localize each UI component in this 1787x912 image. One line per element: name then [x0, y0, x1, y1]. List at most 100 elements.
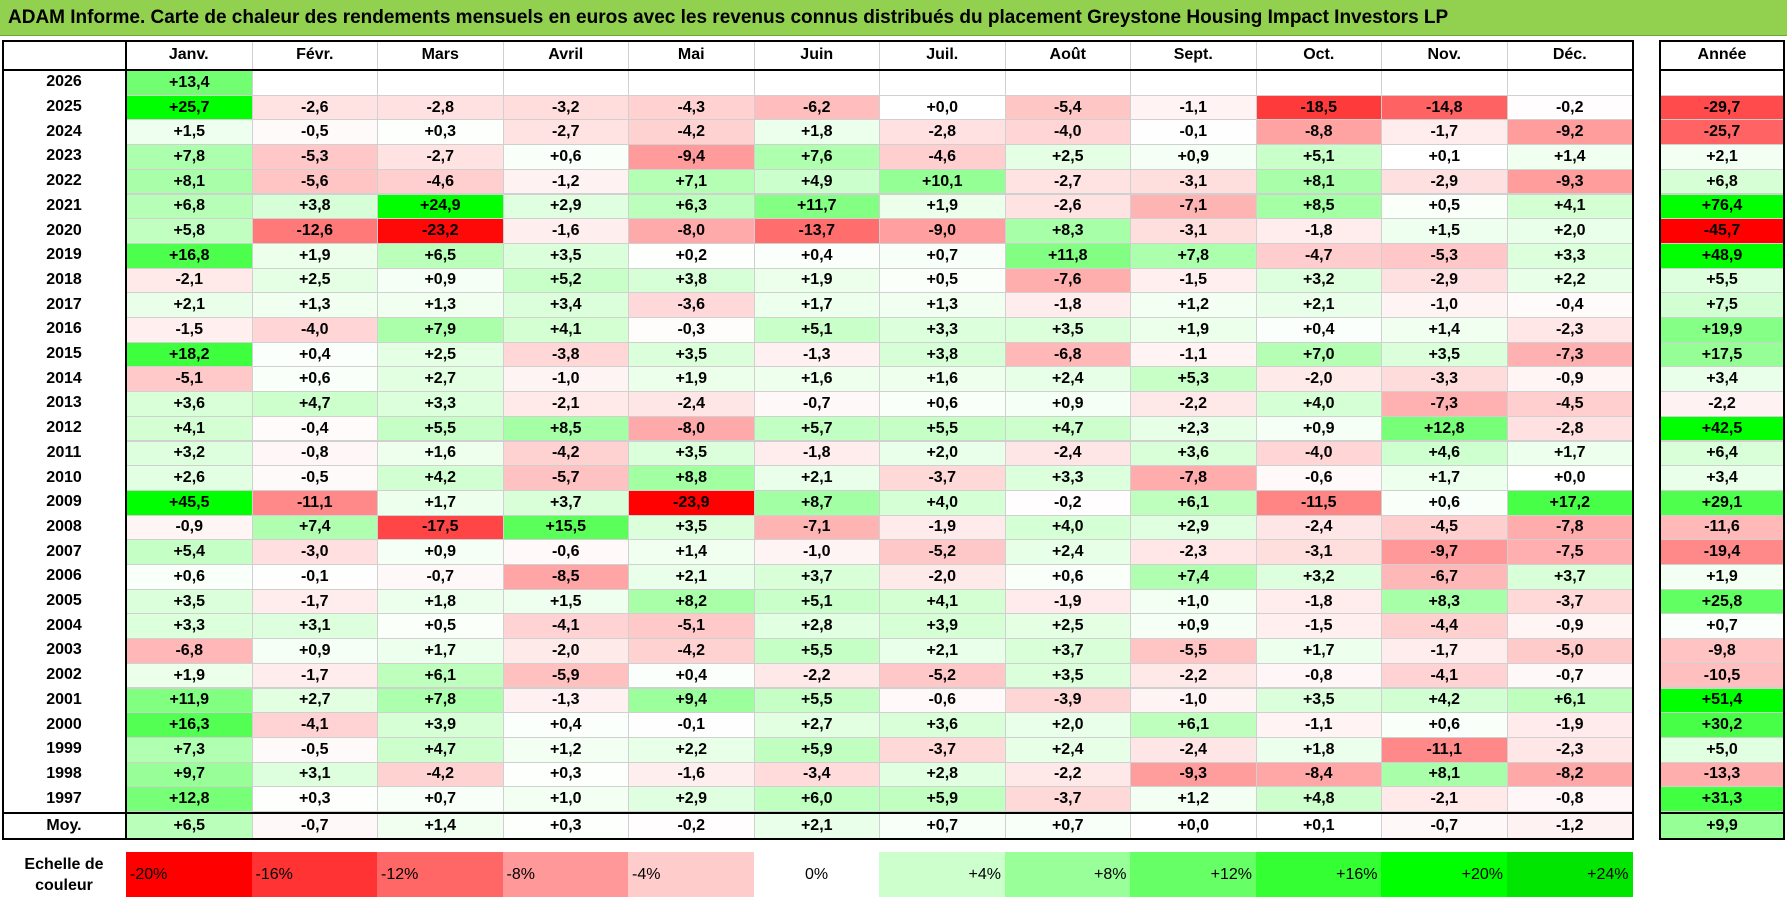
- heatmap-cell: -4,5: [1506, 391, 1633, 417]
- heatmap-cell: -0,6: [1255, 465, 1382, 491]
- heatmap-cell: -7,8: [1506, 514, 1633, 541]
- heatmap-cell: +5,3: [1130, 366, 1257, 393]
- average-label: Moy.: [46, 817, 82, 834]
- year-column-divider: [125, 40, 127, 840]
- heatmap-cell: +1,4: [628, 539, 755, 565]
- heatmap-cell: +4,8: [1255, 786, 1382, 812]
- heatmap-cell: -1,6: [628, 761, 755, 788]
- heatmap-cell: +3,5: [628, 440, 755, 467]
- heatmap-cell: -5,1: [628, 613, 755, 640]
- heatmap-cell: [251, 70, 378, 96]
- heatmap-cell: +3,2: [126, 440, 253, 467]
- heatmap-cell: +0,4: [251, 341, 378, 368]
- heatmap-cell: +8,7: [753, 489, 880, 516]
- heatmap-cell: -4,1: [502, 613, 629, 640]
- heatmap-cell: -1,5: [1130, 267, 1257, 294]
- heatmap-cell: -3,7: [1506, 588, 1633, 615]
- heatmap-cell: +5,1: [753, 317, 880, 343]
- year-label: 2018: [46, 270, 82, 288]
- heatmap-cell: +0,3: [377, 119, 504, 146]
- heatmap-cell: -1,3: [753, 341, 880, 368]
- heatmap-cell: -2,0: [502, 638, 629, 664]
- heatmap-cell: +2,6: [126, 465, 253, 491]
- heatmap-cell: -9,4: [628, 144, 755, 170]
- average-divider: [2, 812, 1634, 814]
- color-scale-step: +8%: [1004, 852, 1131, 897]
- heatmap-cell: -7,6: [1004, 267, 1131, 294]
- heatmap-cell: -2,1: [1381, 786, 1508, 812]
- heatmap-cell: -0,4: [1506, 292, 1633, 318]
- heatmap-cell: -11,1: [1381, 736, 1508, 763]
- heatmap-cell: +6,3: [628, 193, 755, 220]
- heatmap-cell: -1,9: [1004, 588, 1131, 615]
- color-scale-step: -20%: [126, 852, 252, 897]
- average-cell: +1,4: [377, 813, 504, 839]
- heatmap-cell: +10,1: [879, 168, 1006, 195]
- heatmap-cell: -0,9: [1506, 366, 1633, 393]
- heatmap-cell: +5,5: [879, 415, 1006, 442]
- heatmap-cell: +0,3: [251, 786, 378, 812]
- heatmap-cell: -1,7: [251, 662, 378, 689]
- heatmap-cell: +8,1: [1381, 761, 1508, 788]
- year-label: 2004: [46, 616, 82, 634]
- heatmap-cell: -1,1: [1130, 341, 1257, 368]
- heatmap-cell: +7,8: [377, 687, 504, 714]
- heatmap-cell: +7,0: [1255, 341, 1382, 368]
- annual-cell: -25,7: [1660, 119, 1784, 146]
- heatmap-cell: +4,1: [879, 588, 1006, 615]
- heatmap-cell: -2,0: [1255, 366, 1382, 393]
- heatmap-cell: -5,4: [1004, 94, 1131, 121]
- year-label: 2016: [46, 320, 82, 338]
- heatmap-cell: -1,0: [753, 539, 880, 565]
- heatmap-cell: +1,3: [251, 292, 378, 318]
- heatmap-cell: +15,5: [502, 514, 629, 541]
- heatmap-cell: +1,2: [1130, 786, 1257, 812]
- heatmap-cell: +1,7: [377, 489, 504, 516]
- heatmap-cell: -2,2: [753, 662, 880, 689]
- year-label: 2013: [46, 394, 82, 412]
- heatmap-cell: +5,5: [753, 638, 880, 664]
- color-scale-step: -16%: [251, 852, 378, 897]
- heatmap-cell: +0,4: [753, 242, 880, 269]
- heatmap-cell: +8,3: [1381, 588, 1508, 615]
- annual-cell: -29,7: [1660, 94, 1784, 121]
- heatmap-cell: +4,7: [377, 736, 504, 763]
- heatmap-cell: -2,3: [1130, 539, 1257, 565]
- heatmap-cell: -1,6: [502, 218, 629, 244]
- annual-cell: +48,9: [1660, 242, 1784, 269]
- heatmap-cell: +12,8: [1381, 415, 1508, 442]
- annual-cell: +7,5: [1660, 292, 1784, 318]
- heatmap-cell: -2,7: [502, 119, 629, 146]
- heatmap-cell: +1,3: [879, 292, 1006, 318]
- heatmap-cell: -3,7: [1004, 786, 1131, 812]
- year-label: 2023: [46, 147, 82, 165]
- heatmap-cell: -4,6: [879, 144, 1006, 170]
- average-cell: +0,1: [1255, 813, 1382, 839]
- year-label: 2025: [46, 98, 82, 116]
- heatmap-cell: -2,0: [879, 564, 1006, 590]
- heatmap-cell: +2,4: [1004, 366, 1131, 393]
- heatmap-cell: +0,1: [1381, 144, 1508, 170]
- heatmap-cell: +3,7: [1506, 564, 1633, 590]
- heatmap-cell: +7,9: [377, 317, 504, 343]
- chart-title-bar: ADAM Informe. Carte de chaleur des rende…: [0, 0, 1787, 36]
- heatmap-cell: -5,7: [502, 465, 629, 491]
- heatmap-cell: +6,1: [1130, 712, 1257, 738]
- heatmap-cell: +7,1: [628, 168, 755, 195]
- heatmap-cell: +2,5: [1004, 144, 1131, 170]
- year-label: 2011: [46, 443, 82, 461]
- heatmap-cell: +0,0: [1506, 465, 1633, 491]
- heatmap-cell: [1004, 70, 1131, 96]
- heatmap-cell: -2,6: [1004, 193, 1131, 220]
- heatmap-cell: +0,0: [879, 94, 1006, 121]
- heatmap-cell: +5,1: [1255, 144, 1382, 170]
- heatmap-cell: +1,5: [1381, 218, 1508, 244]
- annual-cell: -2,2: [1660, 391, 1784, 417]
- heatmap-cell: +2,9: [502, 193, 629, 220]
- annual-cell: -13,3: [1660, 761, 1784, 788]
- heatmap-cell: -4,5: [1381, 514, 1508, 541]
- heatmap-cell: -2,4: [1130, 736, 1257, 763]
- heatmap-cell: +0,6: [1004, 564, 1131, 590]
- heatmap-cell: +7,8: [1130, 242, 1257, 269]
- heatmap-cell: -1,7: [1381, 638, 1508, 664]
